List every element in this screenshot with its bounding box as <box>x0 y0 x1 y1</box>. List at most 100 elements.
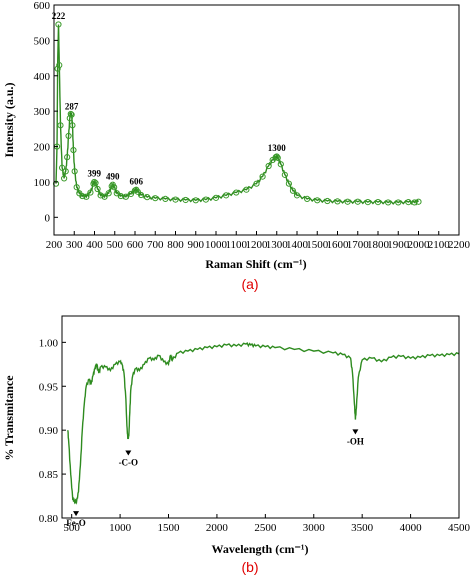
raman-x-tick-label: 400 <box>86 239 103 251</box>
raman-data-point <box>172 196 179 203</box>
raman-data-point <box>293 192 301 199</box>
raman-data-point <box>385 199 392 206</box>
raman-data-point <box>127 190 135 198</box>
raman-x-tick-label: 1400 <box>286 239 309 251</box>
raman-x-tick-label: 1000 <box>205 239 228 251</box>
raman-data-point <box>101 193 108 200</box>
raman-x-tick-label: 600 <box>127 239 144 251</box>
raman-data-point <box>304 195 311 203</box>
ftir-band-label: -C-O <box>119 457 139 467</box>
raman-y-tick-label: 500 <box>34 35 51 47</box>
ftir-x-tick-label: 500 <box>63 522 80 534</box>
raman-peak-labels: 222 287 399 490 606 1300 <box>52 11 287 186</box>
raman-data-point <box>253 180 260 187</box>
raman-y-axis-title: Intensity (a.u.) <box>2 82 16 157</box>
raman-data-point <box>68 111 75 118</box>
raman-x-tick-label: 200 <box>46 239 63 251</box>
raman-x-tick-label: 800 <box>167 239 184 251</box>
raman-data-point <box>285 180 292 187</box>
ftir-x-tick-label: 3500 <box>351 522 374 534</box>
ftir-y-tick-label: 0.95 <box>39 381 59 393</box>
raman-data-point <box>70 146 77 154</box>
raman-data-point <box>395 199 402 206</box>
raman-data-point <box>405 198 412 206</box>
raman-data-point <box>54 65 61 72</box>
raman-data-point <box>212 194 220 201</box>
raman-data-point <box>62 168 69 175</box>
raman-data-point <box>289 187 297 194</box>
raman-data-point <box>223 192 230 199</box>
raman-peak-label: 606 <box>129 176 143 186</box>
ftir-band-labels: Fe-O -C-O -OH <box>66 429 364 528</box>
raman-data-point <box>105 190 112 197</box>
raman-data-point <box>364 198 371 206</box>
ftir-y-tick-label: 0.85 <box>39 469 59 481</box>
raman-y-tick-label: 300 <box>34 106 51 118</box>
raman-peak-label: 287 <box>65 101 79 111</box>
raman-data-point <box>334 198 341 205</box>
panel-label-a: (a) <box>241 276 258 292</box>
raman-y-tick-label: 400 <box>34 71 51 83</box>
ftir-x-tick-label: 2000 <box>206 522 229 534</box>
raman-x-tick-label: 1500 <box>306 239 329 251</box>
ftir-band-label: -OH <box>347 436 364 446</box>
ftir-y-tick-label: 0.80 <box>39 513 59 525</box>
raman-data-point <box>243 186 250 193</box>
raman-data-point <box>265 162 272 170</box>
raman-data-point <box>79 192 86 200</box>
raman-data-point <box>64 154 71 161</box>
ftir-series-line <box>67 341 460 505</box>
raman-data-point <box>66 115 73 122</box>
raman-data-point <box>134 188 141 195</box>
ftir-plot-frame <box>61 315 460 519</box>
ftir-x-tick-label: 1500 <box>158 522 181 534</box>
raman-chart: 200 300 400 500 600 700 800 900 1000110012001300… <box>2 0 471 292</box>
raman-data-point <box>73 184 80 191</box>
raman-data-point <box>67 110 74 118</box>
raman-data-point <box>122 193 129 200</box>
ftir-band-label: Fe-O <box>66 518 86 528</box>
ftir-x-tick-label: 4500 <box>448 522 471 534</box>
raman-data-point <box>344 198 351 205</box>
raman-y-tick-label: 100 <box>34 177 51 189</box>
raman-peak-label: 399 <box>88 169 102 179</box>
raman-y-tick-label: 0 <box>45 212 51 224</box>
raman-data-point <box>87 189 94 196</box>
raman-data-point <box>354 198 361 205</box>
raman-data-point <box>97 192 104 199</box>
raman-data-point <box>52 180 60 187</box>
raman-x-tick-label: 2100 <box>428 239 451 251</box>
raman-data-point <box>152 195 159 202</box>
raman-data-point <box>111 184 118 191</box>
raman-data-point <box>202 196 209 203</box>
ftir-y-tick-label: 0.90 <box>39 425 59 437</box>
raman-x-axis-title: Raman Shift (cm⁻¹) <box>205 257 306 271</box>
panel-label-b: (b) <box>241 559 258 575</box>
raman-data-point <box>69 122 76 129</box>
raman-data-point <box>61 175 68 182</box>
raman-data-point <box>91 178 98 186</box>
raman-data-layer <box>52 21 422 206</box>
raman-x-tick-label: 700 <box>147 239 164 251</box>
raman-data-point <box>281 171 288 178</box>
ftir-band-arrow <box>352 429 359 435</box>
raman-data-point <box>273 153 280 160</box>
ftir-band-arrow <box>125 450 132 456</box>
ftir-x-tick-label: 2500 <box>254 522 277 534</box>
ftir-x-tick-label: 4000 <box>400 522 423 534</box>
raman-x-tick-label: 2000 <box>408 239 431 251</box>
raman-data-point <box>71 168 78 175</box>
raman-y-tick-label: 600 <box>34 0 51 12</box>
raman-x-tick-label: 2200 <box>448 239 471 251</box>
ftir-chart: 500 1000 1500 2000 2500 3000 3500 4000 4500 0.80 0… <box>2 315 471 575</box>
raman-data-point <box>314 197 321 204</box>
raman-data-point <box>374 198 382 206</box>
raman-data-point <box>94 185 101 193</box>
raman-data-point <box>411 199 418 206</box>
raman-data-point <box>192 197 199 204</box>
ftir-data-layer <box>67 341 460 505</box>
raman-y-tick-label: 200 <box>34 142 51 154</box>
raman-data-point <box>113 190 120 197</box>
raman-data-point <box>162 195 169 203</box>
